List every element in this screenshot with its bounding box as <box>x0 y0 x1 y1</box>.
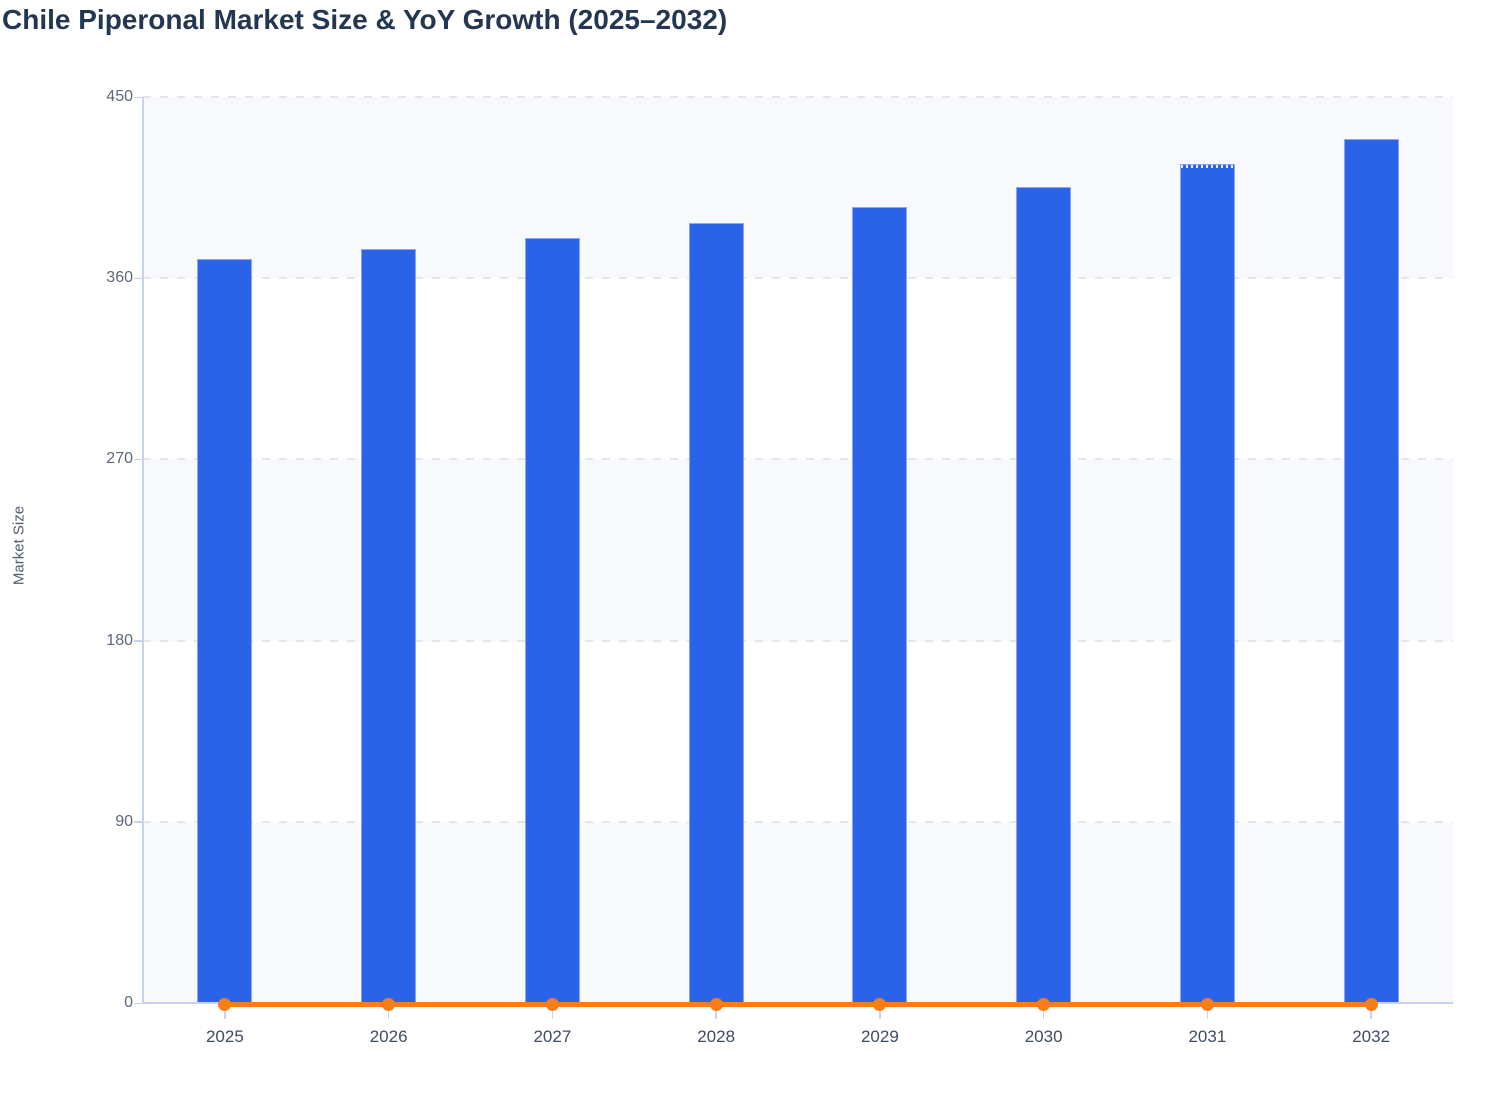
x-tick-label-2032: 2032 <box>1352 1027 1391 1046</box>
gridline-y-270 <box>143 458 1453 461</box>
y-tick-mark <box>134 458 143 461</box>
gridline-y-90 <box>143 820 1453 823</box>
x-tick-label-2027: 2027 <box>533 1027 572 1046</box>
x-tick-label-2029: 2029 <box>860 1027 899 1046</box>
y-axis-title: Market Size <box>10 505 28 586</box>
yoy-marker-2025[interactable] <box>218 997 232 1011</box>
y-tick-label-360: 360 <box>106 269 133 287</box>
y-axis-line <box>142 97 144 1004</box>
bar-2032[interactable] <box>1343 138 1399 1003</box>
bar-2025[interactable] <box>197 258 253 1003</box>
split-area-band <box>143 821 1453 1003</box>
x-tick-mark <box>715 1004 717 1019</box>
x-tick-mark <box>387 1004 390 1019</box>
x-tick-label-2028: 2028 <box>697 1027 736 1046</box>
x-tick-label-2030: 2030 <box>1024 1027 1063 1046</box>
split-area-band <box>143 278 1453 460</box>
split-area-band <box>143 459 1453 641</box>
x-tick-label-2026: 2026 <box>369 1027 408 1046</box>
yoy-marker-2027[interactable] <box>545 997 559 1011</box>
yoy-marker-2029[interactable] <box>873 997 887 1011</box>
split-area-band <box>143 97 1453 279</box>
x-tick-label-2025: 2025 <box>205 1027 244 1046</box>
x-tick-mark <box>224 1004 226 1019</box>
bar-2029[interactable] <box>852 206 908 1003</box>
y-tick-mark <box>134 277 143 280</box>
y-tick-label-450: 450 <box>106 88 133 105</box>
gridline-y-180 <box>143 639 1453 642</box>
bar-2026[interactable] <box>361 248 417 1003</box>
yoy-growth-line[interactable] <box>224 1001 1372 1007</box>
y-tick-label-180: 180 <box>106 631 133 649</box>
bar-2030[interactable] <box>1016 186 1072 1003</box>
yoy-marker-2032[interactable] <box>1364 997 1378 1011</box>
x-tick-mark <box>879 1004 881 1019</box>
x-tick-mark <box>1042 1004 1045 1019</box>
bar-2028[interactable] <box>688 223 744 1003</box>
y-tick-label-0: 0 <box>124 994 133 1011</box>
gridline-y-360 <box>143 277 1453 280</box>
x-tick-mark <box>551 1004 554 1019</box>
plot-area <box>143 96 1453 1011</box>
y-tick-mark <box>134 96 143 98</box>
chart-title: Chile Piperonal Market Size & YoY Growth… <box>2 4 728 35</box>
dotted-top-edge <box>1180 165 1234 169</box>
x-tick-mark <box>1206 1004 1209 1019</box>
y-tick-label-90: 90 <box>115 812 133 830</box>
bar-2031[interactable] <box>1179 164 1235 1003</box>
yoy-marker-2026[interactable] <box>382 997 396 1011</box>
gridline-y-450 <box>143 96 1453 99</box>
yoy-marker-2031[interactable] <box>1200 997 1214 1011</box>
bar-2027[interactable] <box>524 237 580 1003</box>
y-tick-mark <box>134 1002 143 1004</box>
yoy-marker-2030[interactable] <box>1037 997 1051 1011</box>
x-tick-label-2031: 2031 <box>1188 1027 1227 1046</box>
y-tick-mark <box>134 821 143 823</box>
y-tick-label-270: 270 <box>106 450 133 468</box>
yoy-marker-2028[interactable] <box>709 997 723 1011</box>
y-tick-mark <box>134 640 143 642</box>
x-tick-mark <box>1370 1004 1372 1019</box>
split-area-band <box>143 640 1453 822</box>
